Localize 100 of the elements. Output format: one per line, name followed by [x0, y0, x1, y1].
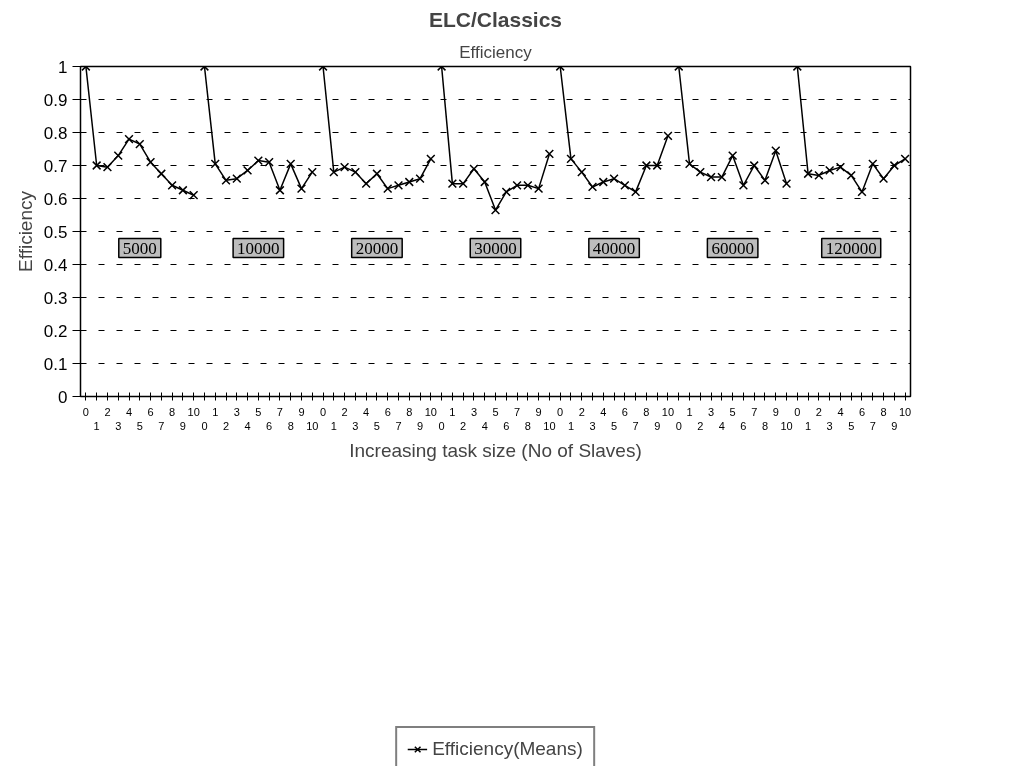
point — [566, 154, 576, 164]
x-tick-label: 4 — [837, 405, 844, 418]
x-tick-label: 5 — [373, 419, 380, 432]
x-tick-label: 6 — [621, 405, 628, 418]
point — [846, 170, 856, 181]
x-tick-label: 1 — [567, 419, 575, 432]
annotation: 60000 — [711, 238, 754, 258]
x-tick-label: 10 — [898, 405, 912, 418]
x-tick-label: 5 — [848, 419, 855, 432]
x-tick-label: 1 — [93, 419, 100, 432]
x-tick-label: 3 — [115, 419, 122, 432]
x-tick-label: 7 — [158, 419, 165, 432]
x-tick-label: 7 — [869, 419, 876, 432]
x-tick-label: 0 — [319, 405, 327, 418]
point — [825, 165, 835, 176]
point — [426, 154, 436, 164]
x-axis-title: Increasing task size (No of Slaves) — [349, 439, 642, 461]
point — [878, 174, 889, 184]
x-tick-label: 7 — [276, 405, 283, 418]
point — [350, 167, 361, 177]
x-tick-label: 7 — [514, 405, 521, 418]
x-tick-label: 9 — [179, 419, 186, 432]
x-tick-label: 6 — [858, 405, 866, 418]
x-tick-label: 6 — [266, 419, 273, 432]
point — [286, 159, 296, 169]
point — [329, 167, 339, 177]
point — [393, 180, 404, 190]
x-tick-label: 1 — [330, 419, 337, 432]
point — [577, 167, 587, 177]
point — [469, 164, 479, 174]
x-tick-label: 10 — [543, 419, 556, 432]
chart-title: ELC/Classics — [428, 7, 563, 31]
point — [771, 146, 781, 156]
y-tick-label: 0.2 — [43, 321, 68, 341]
x-tick-label: 1 — [686, 405, 693, 418]
point — [242, 165, 253, 176]
chart-subtitle: Efficiency — [459, 42, 533, 62]
x-tick-label: 3 — [708, 405, 715, 418]
x-tick-label: 3 — [826, 419, 833, 432]
point — [781, 179, 792, 189]
x-tick-label: 2 — [341, 405, 348, 418]
point — [210, 159, 220, 169]
point — [630, 187, 641, 197]
point — [695, 167, 705, 177]
point — [620, 180, 630, 190]
y-tick-label: 0.3 — [43, 288, 68, 308]
point — [339, 162, 350, 172]
x-tick-label: 1 — [805, 419, 812, 432]
x-tick-label: 0 — [557, 405, 564, 418]
x-tick-label: 7 — [395, 419, 402, 432]
point — [415, 174, 425, 184]
point — [167, 180, 177, 190]
y-tick-label: 0.9 — [43, 90, 68, 110]
x-tick-label: 9 — [416, 419, 424, 432]
x-tick-label: 5 — [729, 405, 736, 418]
x-tick-label: 9 — [654, 419, 661, 432]
x-tick-label: 7 — [632, 419, 639, 432]
x-tick-label: 8 — [287, 419, 294, 432]
annotation: 10000 — [237, 238, 280, 258]
point — [760, 175, 770, 185]
point — [857, 187, 867, 197]
point — [728, 150, 738, 161]
annotation: 20000 — [355, 238, 399, 258]
point — [738, 180, 749, 190]
x-tick-label: 6 — [147, 405, 154, 418]
point — [684, 159, 695, 169]
x-tick-label: 2 — [815, 405, 822, 418]
x-tick-label: 9 — [772, 405, 779, 418]
x-tick-label: 5 — [255, 405, 262, 418]
point — [749, 160, 759, 171]
x-tick-label: 0 — [794, 405, 801, 418]
y-tick-label: 0.8 — [43, 123, 68, 143]
x-tick-label: 0 — [82, 405, 89, 418]
x-tick-label: 4 — [363, 405, 370, 418]
x-tick-label: 7 — [751, 405, 758, 418]
x-tick-label: 10 — [661, 405, 675, 418]
y-tick-label: 0.1 — [43, 354, 68, 374]
point — [189, 190, 199, 200]
x-tick-label: 9 — [891, 419, 898, 432]
x-tick-label: 3 — [470, 405, 478, 418]
point — [372, 169, 382, 179]
y-tick-label: 0.4 — [43, 255, 68, 275]
point — [587, 182, 598, 192]
annotation: 40000 — [592, 238, 636, 258]
annotation: 5000 — [122, 238, 157, 258]
point — [544, 149, 555, 159]
legend-label: Efficiency(Means) — [432, 738, 583, 760]
x-tick-label: 10 — [306, 419, 319, 432]
point — [383, 183, 393, 194]
x-tick-label: 4 — [481, 419, 488, 432]
x-tick-label: 8 — [524, 419, 531, 432]
x-tick-label: 5 — [136, 419, 143, 432]
x-tick-label: 1 — [212, 405, 219, 418]
x-tick-label: 4 — [244, 419, 251, 432]
annotation: 120000 — [825, 238, 877, 258]
x-tick-label: 10 — [780, 419, 793, 432]
point — [663, 131, 673, 141]
point — [490, 205, 501, 215]
x-tick-label: 8 — [169, 405, 176, 418]
point — [480, 177, 490, 187]
